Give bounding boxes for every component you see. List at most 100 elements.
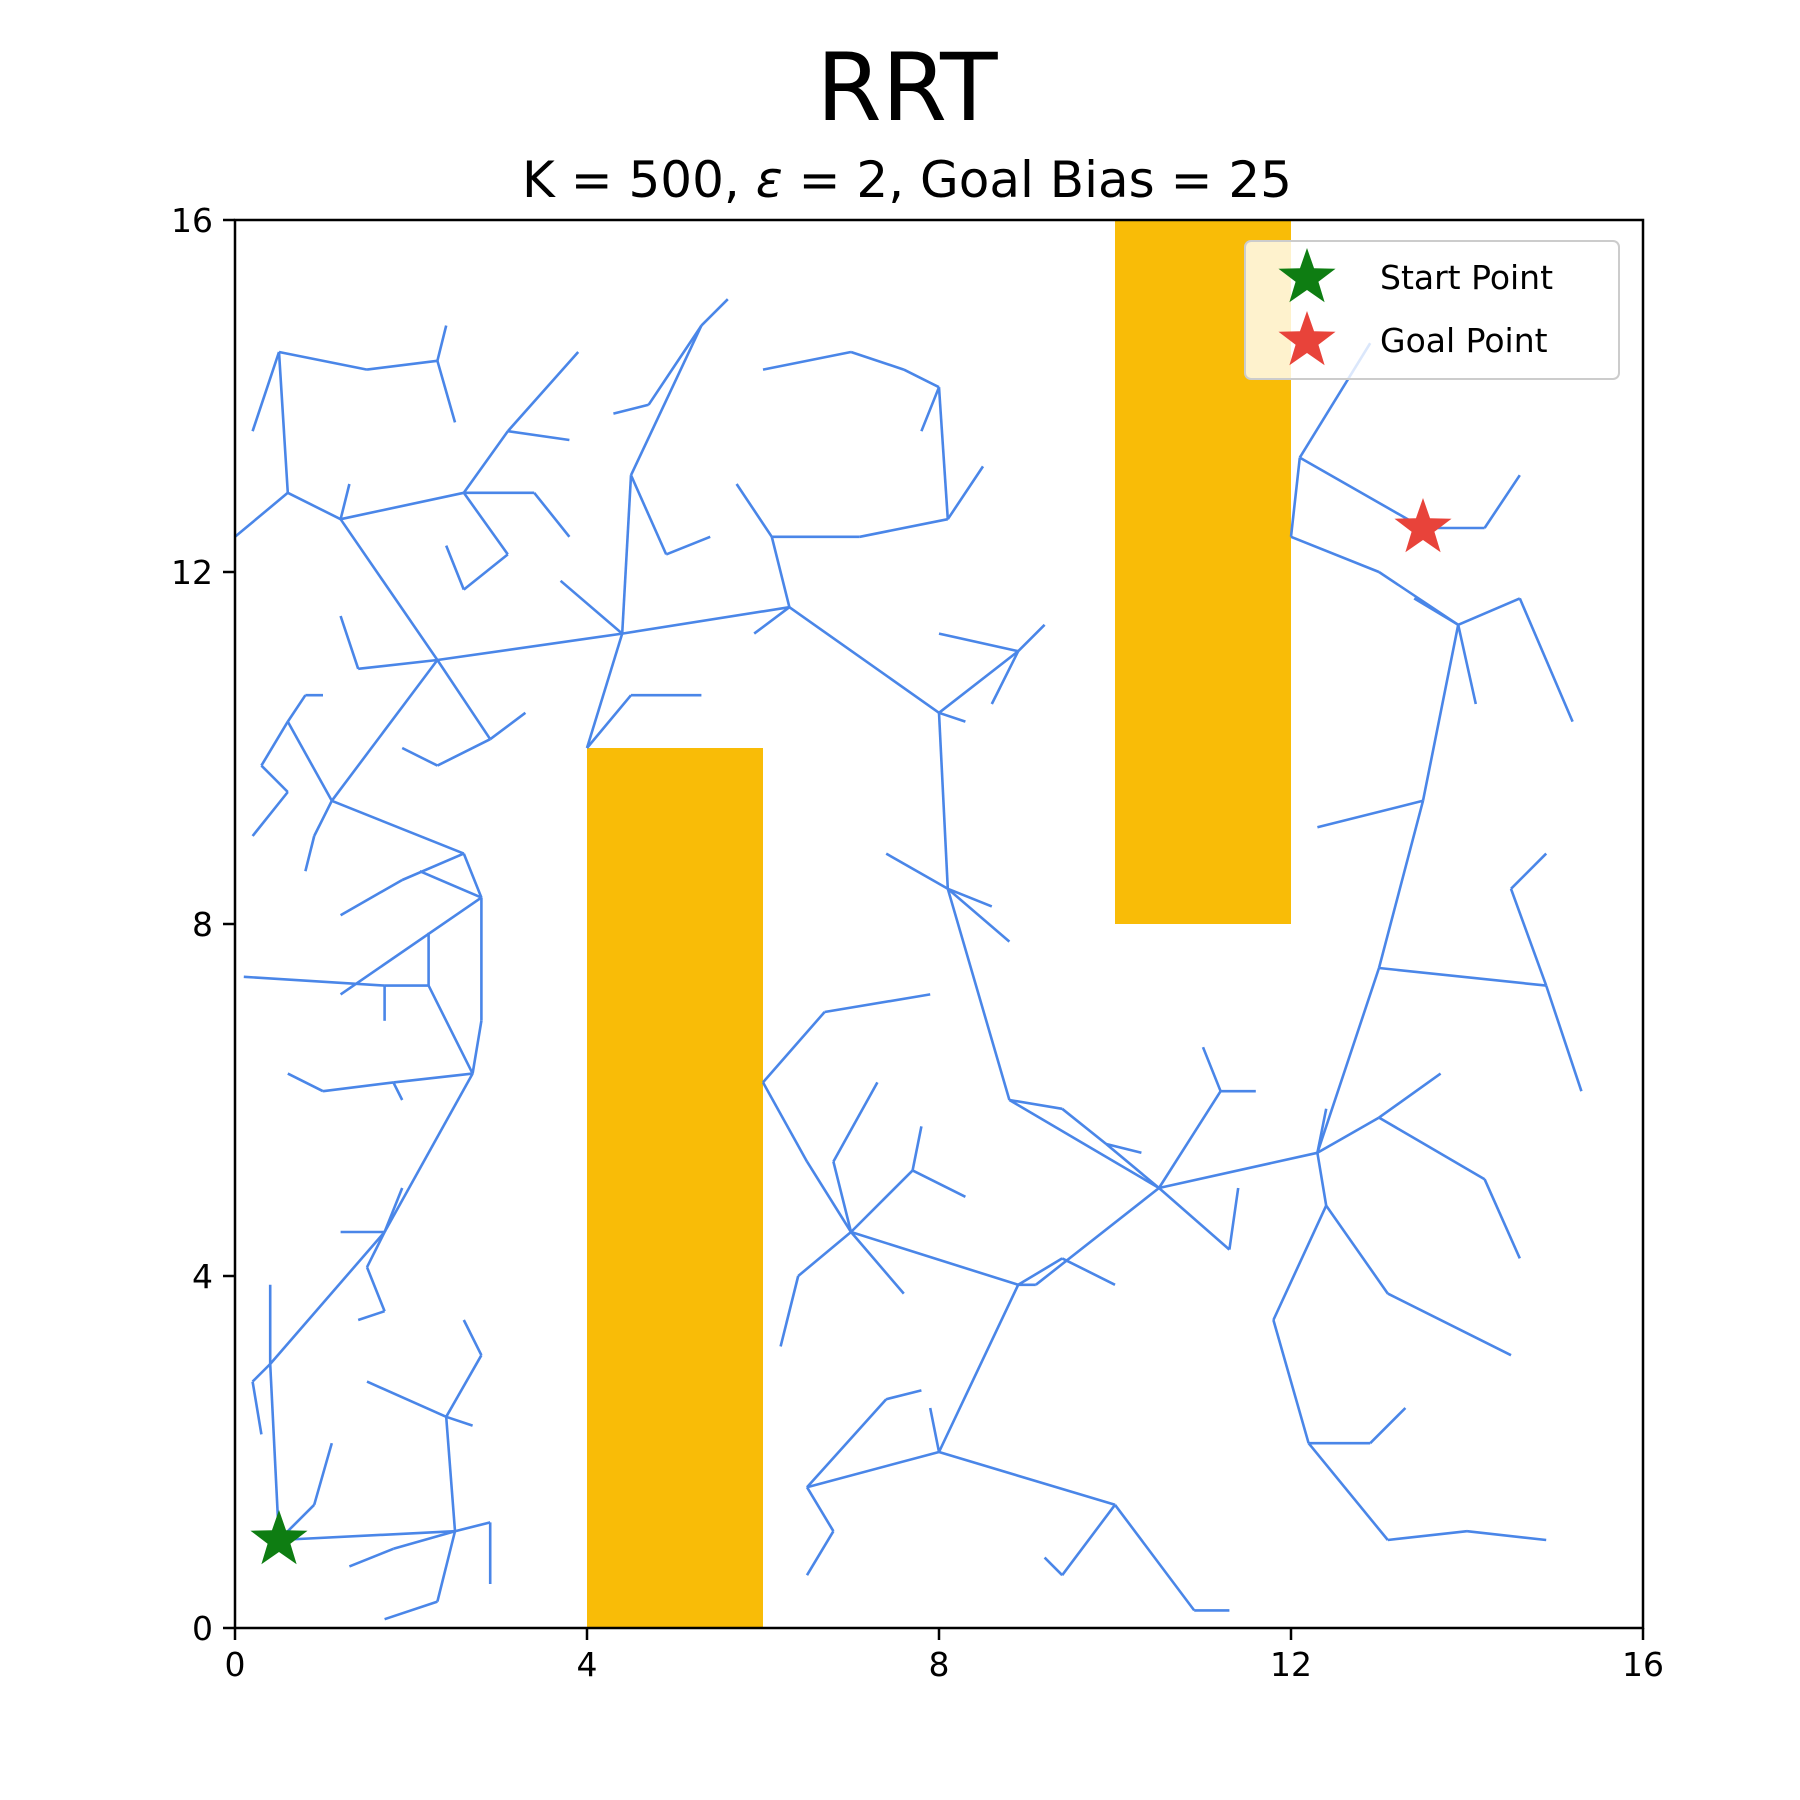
tree-edge (251, 351, 281, 432)
tree-edge (938, 1450, 1116, 1507)
tree-edge (1457, 597, 1521, 626)
y-axis: 0 4 8 12 16 (171, 201, 235, 1648)
tree-edge (392, 1081, 404, 1101)
tree-edge (268, 1363, 281, 1541)
tree-edge (1544, 985, 1583, 1092)
tree-edge (1034, 1186, 1160, 1286)
start-point-marker (250, 1510, 308, 1565)
tree-edge (339, 615, 360, 670)
tree-edge (621, 605, 790, 635)
tree-edge (339, 518, 439, 661)
tree-edge (445, 1354, 483, 1418)
tree-edge (1043, 1556, 1064, 1577)
legend-goal-label: Goal Point (1380, 321, 1548, 360)
x-axis: 0 4 8 12 16 (225, 1628, 1664, 1684)
tree-edge (489, 711, 527, 741)
tree-edge (383, 1072, 474, 1233)
obstacles-layer (587, 220, 1291, 1628)
x-tick-label: 0 (225, 1645, 246, 1684)
tree-edge (947, 887, 993, 908)
tree-edge (444, 545, 466, 591)
tree-edge (454, 1521, 491, 1533)
tree-edge (1158, 1187, 1231, 1251)
tree-edge (1387, 1529, 1468, 1542)
tree-edge (1316, 967, 1381, 1154)
legend-start-marker (1278, 248, 1336, 303)
x-tick-label: 8 (929, 1645, 950, 1684)
goal-point-marker (1394, 498, 1452, 553)
tree-edge (436, 738, 491, 767)
tree-edge (1105, 1142, 1142, 1155)
tree-edge (1509, 888, 1548, 987)
tree-edge (365, 1266, 386, 1312)
tree-edge (779, 1275, 800, 1347)
tree-edge (920, 386, 941, 432)
tree-edge (393, 1072, 473, 1084)
tree-edge (278, 350, 368, 371)
tree-edge (1299, 456, 1424, 530)
tree-edge (806, 1450, 940, 1489)
tree-edge (286, 720, 333, 802)
tree-edge (507, 429, 570, 442)
tree-edge (1317, 799, 1424, 829)
tree-edge (770, 536, 791, 608)
y-tick-label: 0 (192, 1609, 213, 1648)
tree-edge (937, 387, 950, 520)
tree-edge (436, 1530, 457, 1602)
tree-edge (348, 1547, 394, 1568)
tree-edge (427, 985, 474, 1075)
tree-edge (1510, 852, 1548, 890)
tree-edge (1158, 1151, 1318, 1190)
tree-edge (859, 517, 949, 539)
tree-edge (1466, 1529, 1547, 1542)
tree-edge (938, 632, 1019, 653)
tree-edge (1105, 1143, 1160, 1189)
tree-edge (946, 465, 985, 520)
tree-edge (437, 632, 623, 662)
tree-edge (805, 1530, 835, 1576)
y-tick-label: 16 (171, 201, 213, 240)
tree-edge (366, 359, 438, 371)
x-tick-label: 4 (577, 1645, 598, 1684)
tree-edge (269, 1231, 386, 1365)
tree-edge (1061, 1257, 1116, 1286)
tree-edge (613, 403, 649, 415)
tree-edge (885, 1389, 922, 1401)
tree-edge (928, 1407, 941, 1453)
tree-edge (533, 491, 571, 538)
tree-edge (629, 325, 703, 476)
tree-edge (462, 1319, 483, 1356)
tree-edge (946, 887, 1011, 943)
tree-edge (850, 1230, 1019, 1287)
tree-edge (1009, 1098, 1063, 1111)
tree-edge (1378, 1116, 1486, 1181)
legend-goal-star (1278, 311, 1336, 366)
tree-edge (365, 1231, 386, 1268)
tree-edge (243, 975, 385, 987)
tree-edge (1456, 624, 1478, 705)
tree-edge (585, 633, 624, 749)
tree-edge (938, 650, 1019, 714)
y-tick-label: 8 (192, 905, 213, 944)
tree-edge (586, 694, 632, 749)
legend-box (1244, 240, 1620, 380)
tree-edge (1017, 1257, 1063, 1286)
tree-edge (312, 1442, 334, 1506)
tree-edge (1377, 800, 1425, 969)
tree-edge (436, 659, 492, 740)
tree-edge (885, 852, 949, 890)
tree-edge (401, 746, 438, 767)
tree-edge (824, 993, 931, 1014)
tree-edge (1307, 1442, 1389, 1541)
tree-edge (1272, 1319, 1310, 1444)
tree-edge (937, 712, 950, 889)
tree-edge (911, 1126, 923, 1171)
tree-edge (806, 1398, 888, 1489)
tree-edge (331, 799, 465, 855)
legend-start-star (1278, 248, 1336, 303)
tree-edge (462, 553, 509, 591)
tree-edge (805, 1160, 853, 1233)
obstacle-1 (587, 748, 763, 1628)
tree-edge (251, 1381, 263, 1435)
